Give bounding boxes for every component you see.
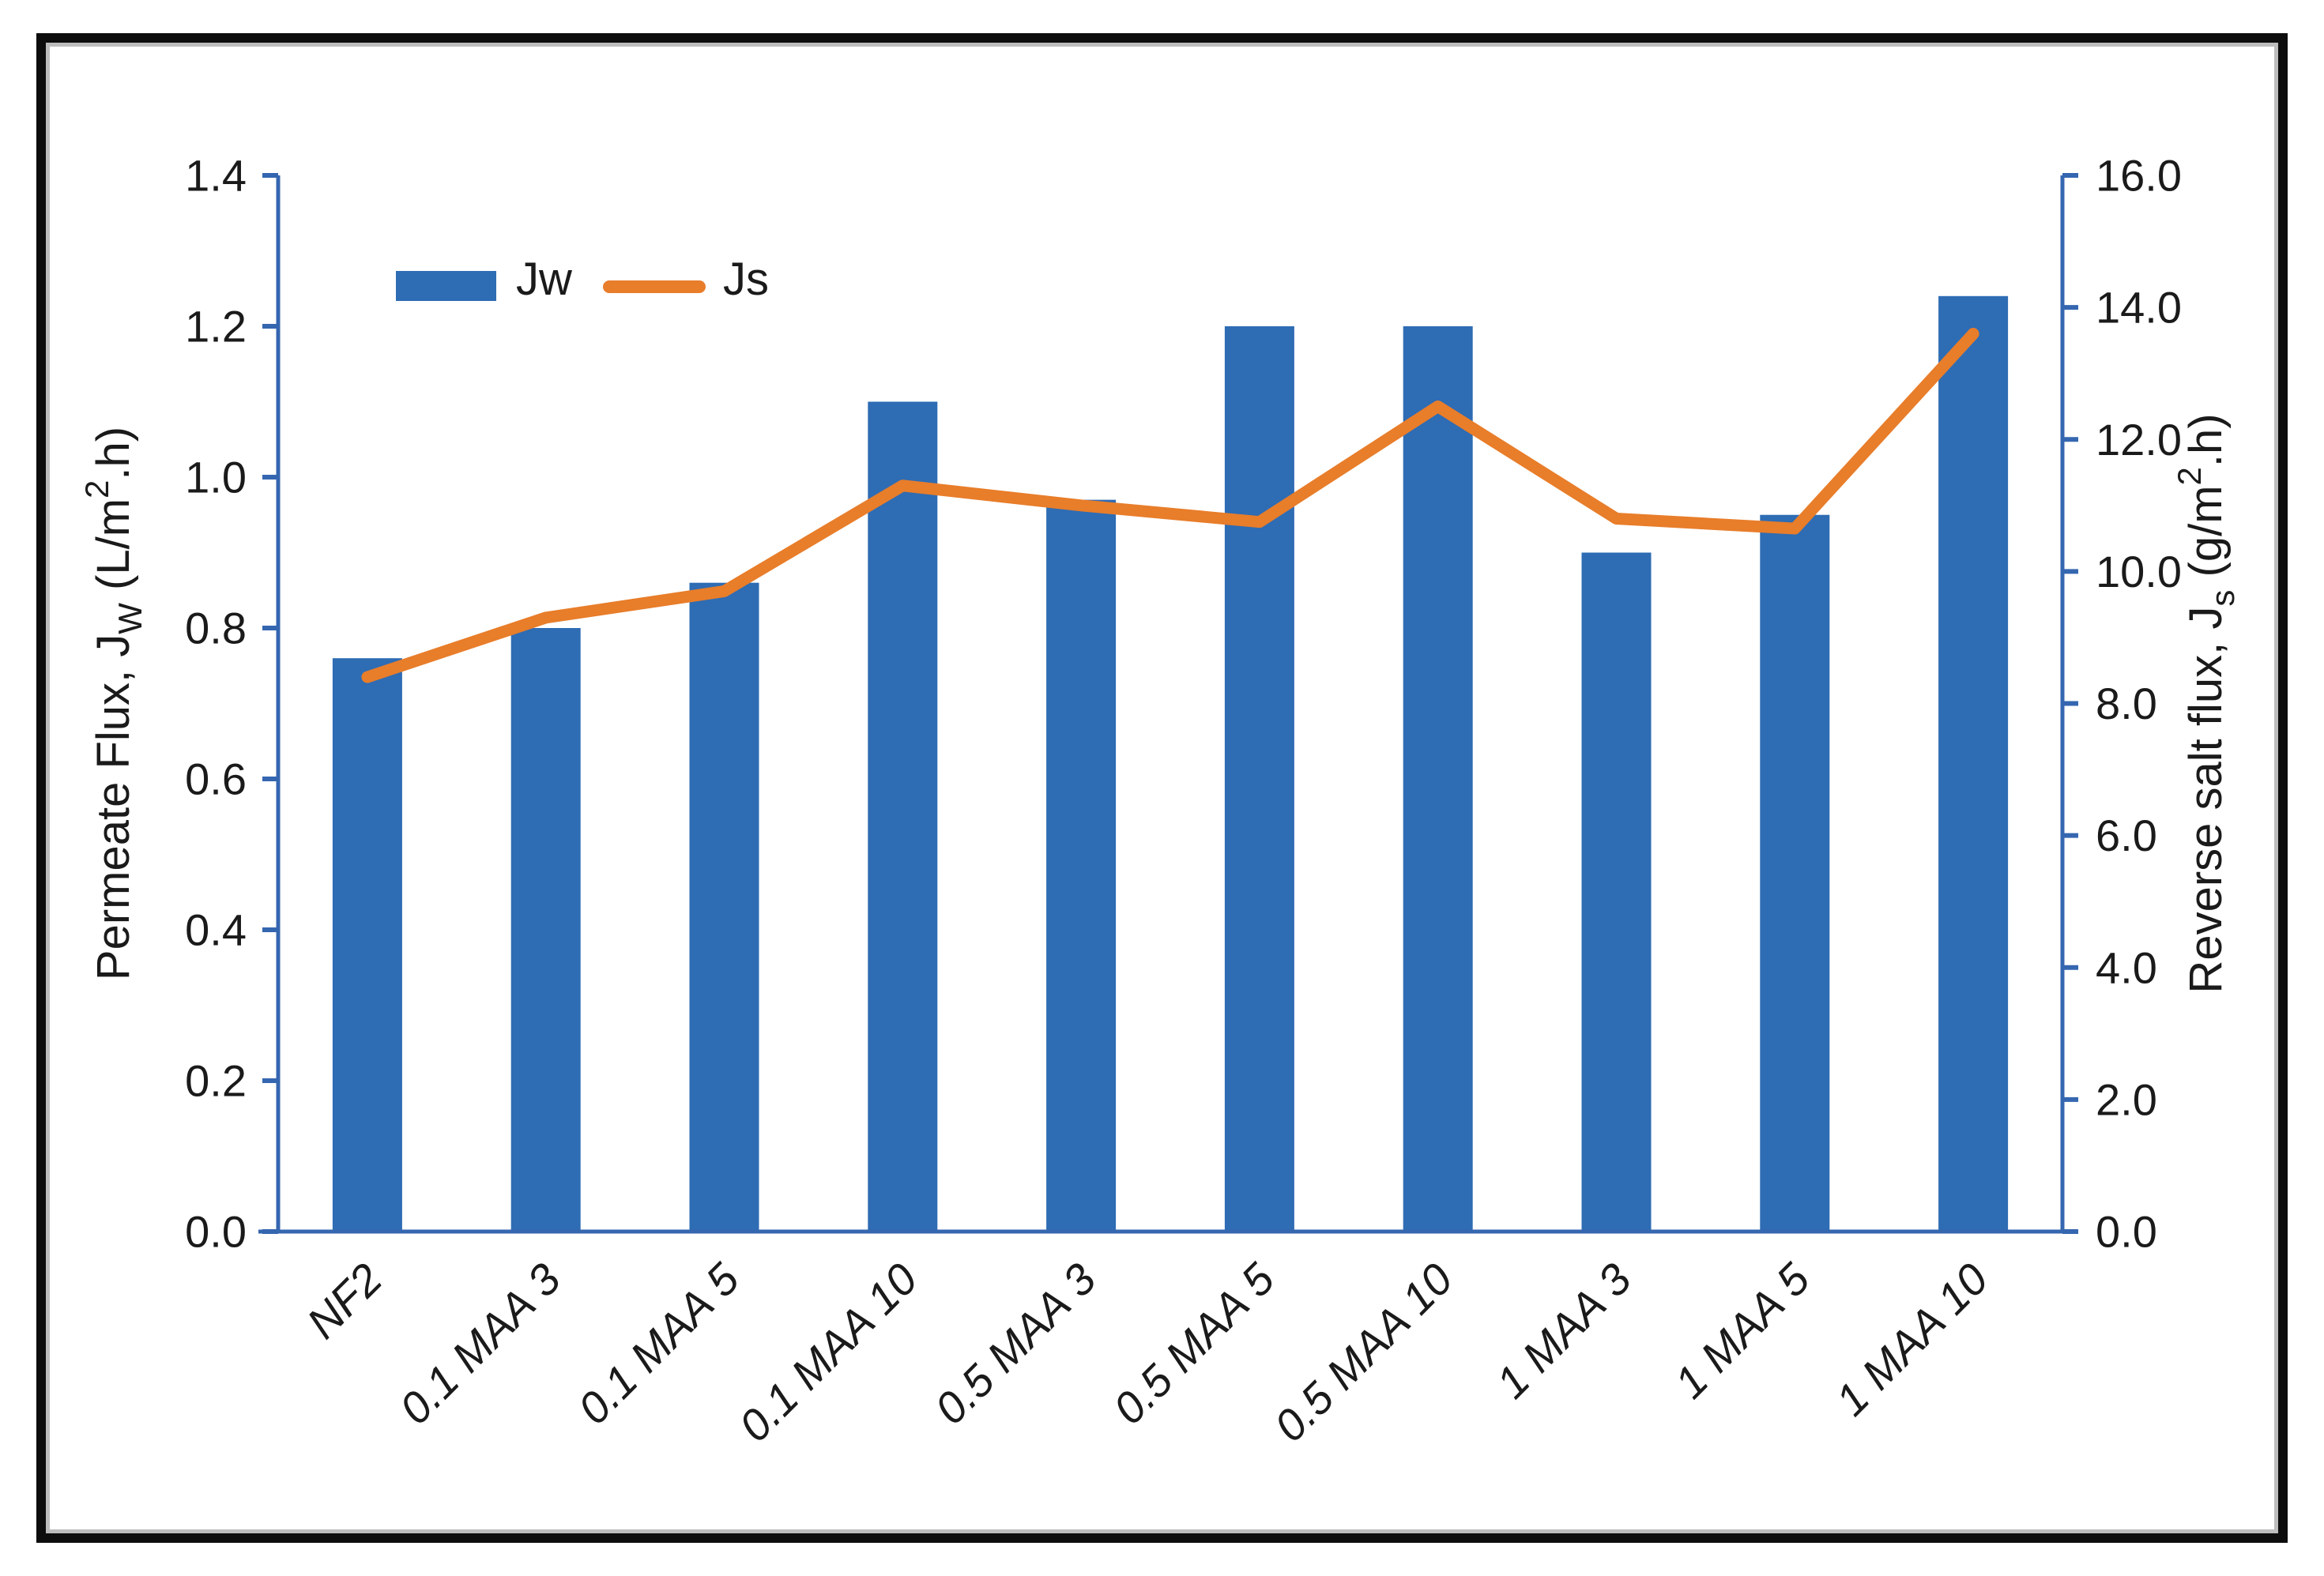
- bar-jw: [1938, 295, 2009, 1232]
- right-axis: 0.0 2.0 4.0 6.0 8.0 10.0 12.0 14.0 16.0: [2060, 151, 2182, 1257]
- tick-label: 0.0: [185, 1207, 247, 1257]
- x-category-label: 1 MAA 5: [1665, 1253, 1820, 1408]
- legend-js-swatch: [603, 280, 706, 293]
- tick-label: 16.0: [2096, 151, 2182, 201]
- x-category-label: NF2: [297, 1254, 391, 1348]
- legend-js-label: Js: [723, 254, 769, 305]
- js-line-series: [361, 328, 1979, 683]
- tick-label: 0.6: [185, 754, 247, 804]
- legend-jw-label: Jw: [516, 254, 572, 305]
- bars-group: [332, 295, 2009, 1232]
- tick-label: 8.0: [2096, 679, 2157, 728]
- tick-label: 0.8: [185, 604, 247, 653]
- x-category-label: 0.1 MAA 3: [390, 1254, 570, 1434]
- x-category-label: 0.1 MAA 5: [568, 1253, 749, 1434]
- tick-label: 1.2: [185, 302, 247, 352]
- bar-jw: [332, 658, 402, 1232]
- left-axis-title: Permeate Flux, JW (L/m2.h): [78, 427, 149, 980]
- bar-jw: [510, 628, 581, 1232]
- axis-title: Reverse salt flux, Js (g/m2.h): [2171, 413, 2241, 993]
- bar-jw: [1403, 326, 1473, 1232]
- tick-label: 0.2: [185, 1056, 247, 1106]
- bar-jw: [1760, 514, 1830, 1232]
- tick-label: 1.0: [185, 453, 247, 502]
- bar-jw: [868, 401, 938, 1232]
- tick-label: 6.0: [2096, 811, 2157, 860]
- x-category-label: 0.5 MAA 5: [1103, 1253, 1284, 1434]
- x-category-label: 0.5 MAA 3: [925, 1254, 1106, 1434]
- legend: Jw Js: [396, 252, 807, 307]
- tick-label: 10.0: [2096, 547, 2182, 596]
- x-category-label: 0.5 MAA 10: [1264, 1254, 1462, 1451]
- legend-jw-swatch: [396, 271, 496, 301]
- tick-label: 12.0: [2096, 415, 2182, 465]
- tick-label: 14.0: [2096, 283, 2182, 333]
- x-category-label: 0.1 MAA 10: [729, 1254, 927, 1451]
- tick-label: 0.0: [2096, 1207, 2157, 1257]
- bar-jw: [1581, 552, 1652, 1232]
- figure-outer-border: 0.0 0.2 0.4 0.6 0.8 1.0 1.2 1.4 0.0 2.0 4.0 6.0 8.0…: [36, 33, 2288, 1543]
- bar-jw: [1224, 326, 1294, 1232]
- tick-label: 0.4: [185, 905, 247, 955]
- tick-label: 4.0: [2096, 942, 2157, 992]
- combo-chart: 0.0 0.2 0.4 0.6 0.8 1.0 1.2 1.4 0.0 2.0 4.0 6.0 8.0…: [78, 151, 2241, 1451]
- figure-inner-border: 0.0 0.2 0.4 0.6 0.8 1.0 1.2 1.4 0.0 2.0 4.0 6.0 8.0…: [46, 43, 2278, 1533]
- bar-jw: [689, 582, 759, 1232]
- left-axis: 0.0 0.2 0.4 0.6 0.8 1.0 1.2 1.4: [185, 151, 281, 1257]
- right-axis-title: Reverse salt flux, Js (g/m2.h): [2171, 413, 2241, 993]
- x-category-label: 1 MAA 3: [1486, 1254, 1640, 1408]
- js-line: [361, 328, 1979, 683]
- bar-jw: [1046, 499, 1117, 1232]
- axis-title: Permeate Flux, JW (L/m2.h): [78, 427, 149, 980]
- x-category-label: 1 MAA 10: [1826, 1254, 1998, 1425]
- tick-label: 1.4: [185, 151, 247, 201]
- tick-label: 2.0: [2096, 1074, 2157, 1124]
